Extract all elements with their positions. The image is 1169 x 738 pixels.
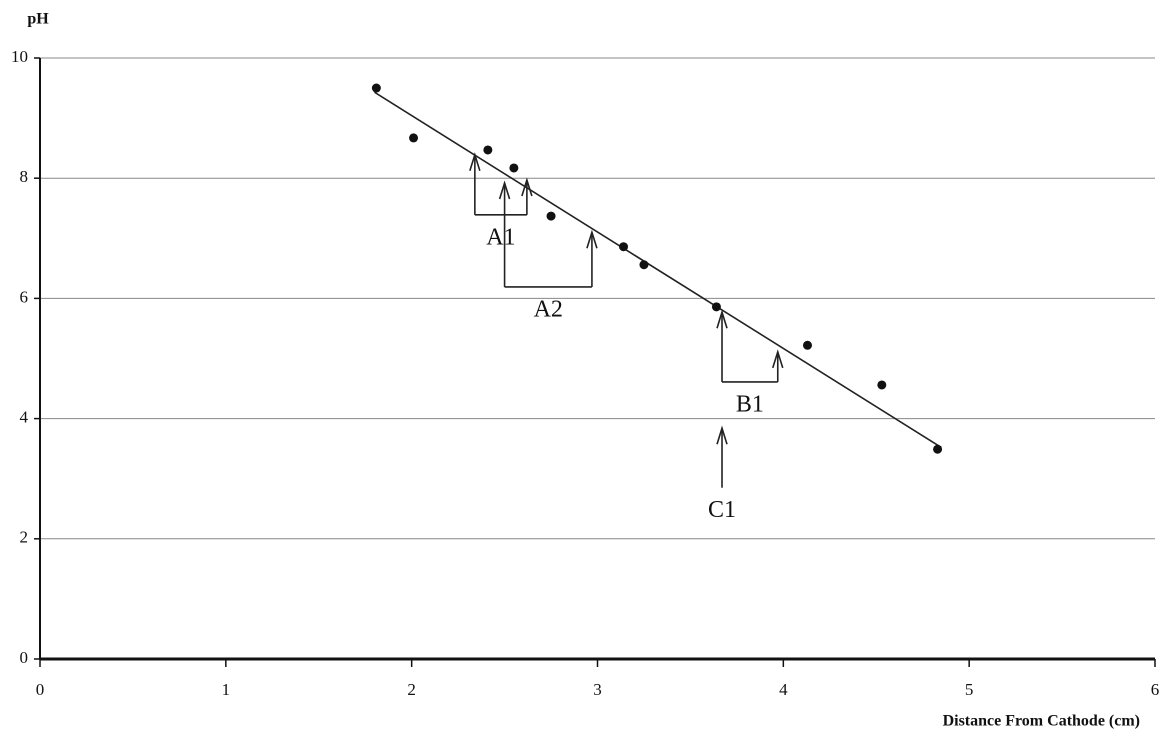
chart: pH Distance From Cathode (cm) 0 2 4 6 8 10 0 1 2… — [0, 0, 1169, 738]
y-tick-label: 0 — [20, 648, 29, 667]
point — [372, 84, 381, 93]
annotation-label: C1 — [708, 497, 736, 523]
y-axis-title: pH — [27, 11, 49, 28]
point — [712, 302, 721, 311]
x-tick-label: 3 — [593, 680, 602, 699]
point — [409, 133, 418, 142]
point — [619, 242, 628, 251]
point — [877, 380, 886, 389]
annotation-label: B1 — [736, 391, 764, 417]
y-tick-label: 10 — [11, 47, 28, 66]
x-tick-label: 5 — [965, 680, 974, 699]
point — [639, 260, 648, 269]
y-tick-label: 4 — [20, 408, 29, 427]
x-tick-label: 2 — [407, 680, 416, 699]
annotation-label: A2 — [534, 296, 563, 322]
x-tick-label: 6 — [1151, 680, 1160, 699]
point — [803, 341, 812, 350]
point — [483, 145, 492, 154]
point — [547, 212, 556, 221]
annotation-label: A1 — [486, 224, 515, 250]
x-tick-label: 1 — [222, 680, 231, 699]
x-tick-label: 4 — [779, 680, 788, 699]
point — [509, 163, 518, 172]
y-tick-label: 6 — [20, 287, 29, 306]
x-tick-label: 0 — [36, 680, 45, 699]
point — [933, 445, 942, 454]
trend-line — [375, 92, 942, 447]
y-tick-label: 8 — [20, 167, 29, 186]
y-tick-label: 2 — [20, 528, 29, 547]
x-axis-title: Distance From Cathode (cm) — [943, 713, 1140, 730]
